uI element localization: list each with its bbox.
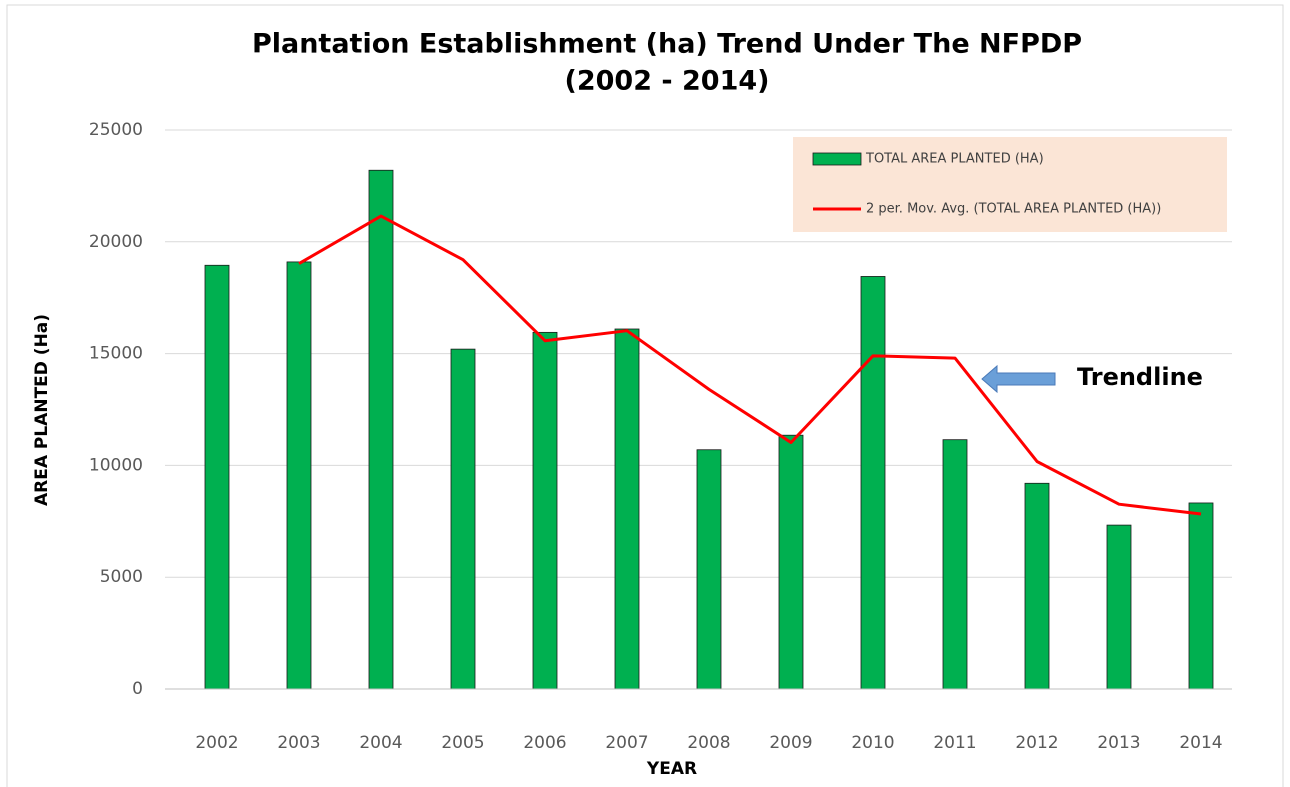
x-tick-label: 2004 <box>359 733 402 753</box>
y-tick-label: 25000 <box>89 120 143 140</box>
x-tick-label: 2013 <box>1097 733 1140 753</box>
chart-border <box>6 4 1284 787</box>
y-axis-title: AREA PLANTED (Ha) <box>32 314 52 506</box>
bar <box>368 169 394 690</box>
x-tick-label: 2008 <box>687 733 730 753</box>
y-tick-label: 10000 <box>89 455 143 475</box>
y-tick-label: 20000 <box>89 232 143 252</box>
bar <box>450 348 476 690</box>
x-tick-label: 2012 <box>1015 733 1058 753</box>
x-tick-label: 2006 <box>523 733 566 753</box>
bar <box>1188 502 1214 690</box>
x-tick-label: 2009 <box>769 733 812 753</box>
bar <box>1024 482 1050 690</box>
x-tick-label: 2007 <box>605 733 648 753</box>
x-tick-label: 2011 <box>933 733 976 753</box>
bar <box>696 449 722 690</box>
bar <box>942 439 968 690</box>
bar <box>778 434 804 690</box>
x-tick-label: 2005 <box>441 733 484 753</box>
trend-line <box>298 214 1202 516</box>
bar <box>204 264 230 690</box>
chart-title: (2002 - 2014) <box>565 66 770 97</box>
y-tick-label: 5000 <box>100 567 143 587</box>
legend: TOTAL AREA PLANTED (HA) 2 per. Mov. Avg. … <box>793 137 1227 232</box>
x-tick-label: 2010 <box>851 733 894 753</box>
x-tick-label: 2014 <box>1179 733 1222 753</box>
legend-box <box>793 137 1227 232</box>
x-tick-label: 2003 <box>277 733 320 753</box>
x-tick-label: 2002 <box>195 733 238 753</box>
bar <box>532 331 558 690</box>
legend-label: TOTAL AREA PLANTED (HA) <box>865 152 1044 167</box>
bar <box>614 328 640 690</box>
legend-label: 2 per. Mov. Avg. (TOTAL AREA PLANTED (HA… <box>866 202 1161 217</box>
bar <box>860 276 886 690</box>
y-tick-label: 0 <box>132 679 143 699</box>
chart-title: Plantation Establishment (ha) Trend Unde… <box>252 29 1082 60</box>
y-tick-label: 15000 <box>89 344 143 364</box>
annotation-arrow <box>981 364 1056 394</box>
bar <box>1106 524 1132 690</box>
x-axis-title: YEAR <box>646 759 697 779</box>
annotation: Trendline <box>1077 363 1203 391</box>
bar <box>286 261 312 690</box>
legend-swatch <box>812 152 862 166</box>
